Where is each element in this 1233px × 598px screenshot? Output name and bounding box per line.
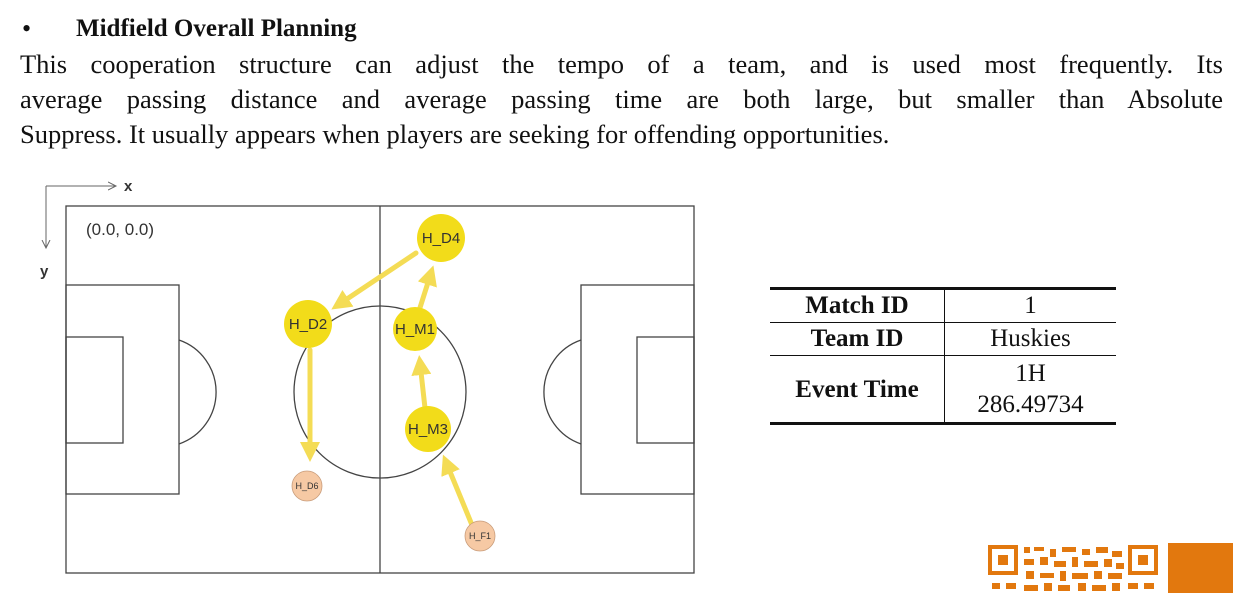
row-value: Huskies (944, 322, 1116, 356)
table-row: Team ID Huskies (770, 322, 1116, 356)
left-goal-box (65, 336, 124, 444)
paragraph-line: average passing distance and average pas… (20, 84, 1223, 114)
table-row: Event Time 1H 286.49734 (770, 355, 1117, 424)
pass-arrow-m1-d4 (415, 265, 437, 317)
player-h-m3: H_M3 (405, 406, 451, 452)
paragraph-line: Suppress. It usually appears when player… (20, 119, 890, 149)
pitch-diagram: x y (0.0, 0.0) H_D4 (28, 170, 708, 590)
section-heading: Midfield Overall Planning (76, 15, 357, 42)
player-label: H_D6 (295, 481, 318, 491)
row-key: Team ID (770, 322, 945, 356)
qr-code-image (988, 543, 1160, 593)
y-axis-label: y (40, 263, 49, 280)
player-h-f1: H_F1 (464, 520, 496, 552)
pass-arrow-f1-m3 (441, 454, 475, 528)
left-penalty-arc (178, 339, 217, 445)
pass-arrow-d4-d2 (331, 250, 419, 310)
event-time-half: 1H (1015, 360, 1046, 387)
player-h-d2: H_D2 (284, 300, 332, 348)
right-goal-box (636, 336, 695, 444)
pass-arrow-m3-m1 (411, 355, 432, 411)
table-row: Match ID 1 (770, 288, 1116, 323)
row-key: Event Time (770, 355, 945, 424)
corner-accent-block (1168, 543, 1233, 593)
row-value: 1 (944, 288, 1116, 323)
qr-code-pattern (988, 545, 1158, 591)
player-label: H_F1 (469, 531, 491, 541)
bullet-marker: • (22, 14, 32, 43)
player-label: H_D4 (422, 230, 460, 247)
row-key: Match ID (770, 288, 945, 323)
paragraph-line: This cooperation structure can adjust th… (20, 49, 1223, 79)
player-h-d4: H_D4 (417, 214, 465, 262)
center-circle (293, 305, 467, 479)
origin-label: (0.0, 0.0) (86, 220, 154, 239)
player-label: H_M1 (395, 321, 435, 338)
row-value: 1H 286.49734 (945, 356, 1117, 424)
player-h-m1: H_M1 (393, 307, 437, 351)
player-label: H_M3 (408, 421, 448, 438)
player-h-d6: H_D6 (291, 470, 323, 502)
x-axis-label: x (124, 178, 133, 195)
event-time-seconds: 286.49734 (977, 391, 1084, 418)
event-info-table: Match ID 1 Team ID Huskies Event Time 1H… (770, 287, 1116, 425)
pitch-svg: x y (0.0, 0.0) H_D4 (40, 178, 695, 574)
pitch-markings (65, 205, 695, 574)
right-penalty-arc (543, 339, 582, 445)
description-paragraph: This cooperation structure can adjust th… (20, 47, 1223, 152)
pass-arrows (300, 250, 475, 528)
player-label: H_D2 (289, 316, 327, 333)
